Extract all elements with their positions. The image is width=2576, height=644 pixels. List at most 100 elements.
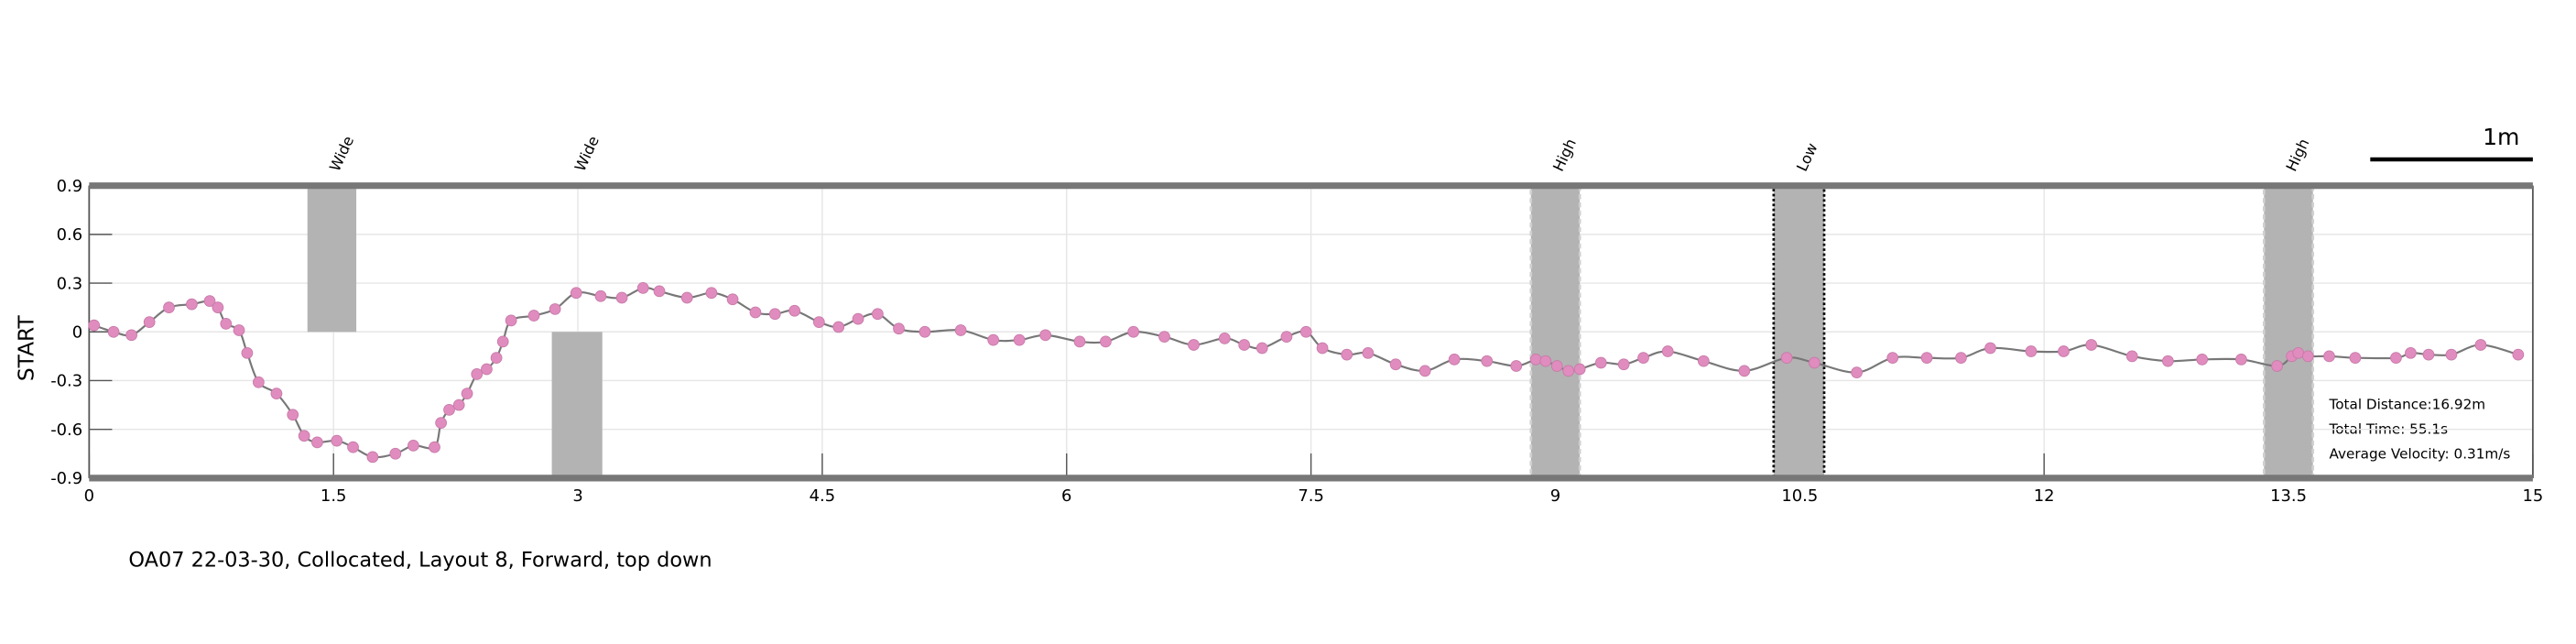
point: [366, 451, 379, 464]
point: [2302, 350, 2314, 363]
point: [1362, 346, 1375, 359]
point: [636, 282, 649, 294]
point: [918, 325, 931, 338]
point: [2085, 339, 2098, 351]
point: [2162, 355, 2174, 367]
point: [429, 441, 440, 453]
point: [443, 404, 455, 416]
stat: Total Distance:16.92m: [2328, 397, 2485, 413]
y-tick-label: -0.3: [50, 372, 82, 391]
point: [2292, 346, 2305, 359]
x-tick-label: 6: [1061, 486, 1071, 506]
point: [1529, 354, 1542, 366]
region-label: Low: [1793, 140, 1821, 174]
point: [1851, 366, 1863, 378]
point: [408, 440, 419, 452]
region: [307, 185, 357, 333]
point: [1955, 352, 1967, 365]
region: [551, 332, 603, 478]
point: [1510, 360, 1523, 372]
y-tick-label: 0.3: [57, 274, 83, 293]
point: [203, 295, 216, 307]
point: [1280, 331, 1293, 343]
point: [1617, 358, 1630, 371]
point: [2025, 345, 2038, 357]
point: [893, 322, 905, 335]
point: [954, 324, 967, 336]
y-tick-label: -0.6: [50, 420, 82, 440]
point: [1808, 356, 1821, 369]
point: [1100, 335, 1112, 348]
point: [298, 430, 310, 442]
point: [1127, 325, 1140, 338]
y-tick-label: 0.6: [57, 225, 83, 245]
point: [1418, 365, 1431, 377]
point: [768, 308, 781, 321]
point: [2058, 345, 2070, 357]
point: [987, 333, 1000, 346]
trajectory-line: [93, 287, 2519, 459]
point: [1341, 348, 1353, 361]
point: [2323, 350, 2335, 363]
point: [496, 335, 509, 348]
point: [2422, 348, 2435, 361]
region: [1772, 184, 1826, 480]
point: [2390, 352, 2402, 365]
region: [1529, 184, 1581, 480]
point: [705, 287, 718, 300]
point: [331, 434, 343, 447]
point: [1886, 352, 1899, 365]
x-tick-label: 1.5: [321, 486, 347, 506]
y-tick-label: -0.9: [50, 469, 82, 488]
point: [549, 303, 561, 315]
point: [1255, 342, 1268, 355]
y-tick-label: 0: [72, 323, 82, 343]
point: [241, 346, 254, 359]
point: [1073, 335, 1086, 348]
point: [471, 368, 484, 380]
point: [1780, 352, 1793, 365]
point: [125, 329, 137, 342]
point: [872, 308, 884, 321]
point: [505, 314, 517, 327]
point: [2474, 339, 2487, 351]
point: [2196, 354, 2209, 366]
x-tick-label: 12: [2034, 486, 2055, 506]
caption: OA07 22-03-30, Collocated, Layout 8, For…: [128, 549, 712, 573]
point: [490, 352, 503, 365]
point: [435, 417, 447, 429]
point: [749, 306, 762, 319]
stat: Average Velocity: 0.31m/s: [2329, 445, 2510, 462]
point: [1637, 352, 1649, 365]
point: [1984, 342, 1996, 355]
point: [270, 387, 283, 400]
point: [287, 409, 299, 421]
point: [2405, 346, 2417, 359]
y-axis-label: START: [14, 314, 38, 381]
point: [220, 318, 233, 330]
y-tick-label: 0.9: [57, 177, 83, 196]
point: [1238, 339, 1251, 351]
point: [1573, 363, 1586, 376]
point: [481, 363, 493, 376]
point: [233, 324, 245, 336]
region-label: Wide: [571, 133, 603, 174]
point: [812, 316, 825, 328]
point: [527, 310, 540, 322]
point: [615, 291, 628, 304]
point: [1448, 354, 1461, 366]
point: [88, 319, 101, 332]
point: [212, 301, 224, 314]
point: [594, 289, 607, 302]
point: [311, 436, 323, 449]
point: [143, 316, 156, 328]
point: [163, 301, 175, 314]
point: [1697, 355, 1710, 367]
point: [186, 298, 198, 311]
point: [2445, 348, 2458, 361]
point: [1481, 355, 1494, 367]
x-tick-label: 10.5: [1781, 486, 1818, 506]
point: [452, 398, 465, 411]
point: [1218, 332, 1231, 344]
